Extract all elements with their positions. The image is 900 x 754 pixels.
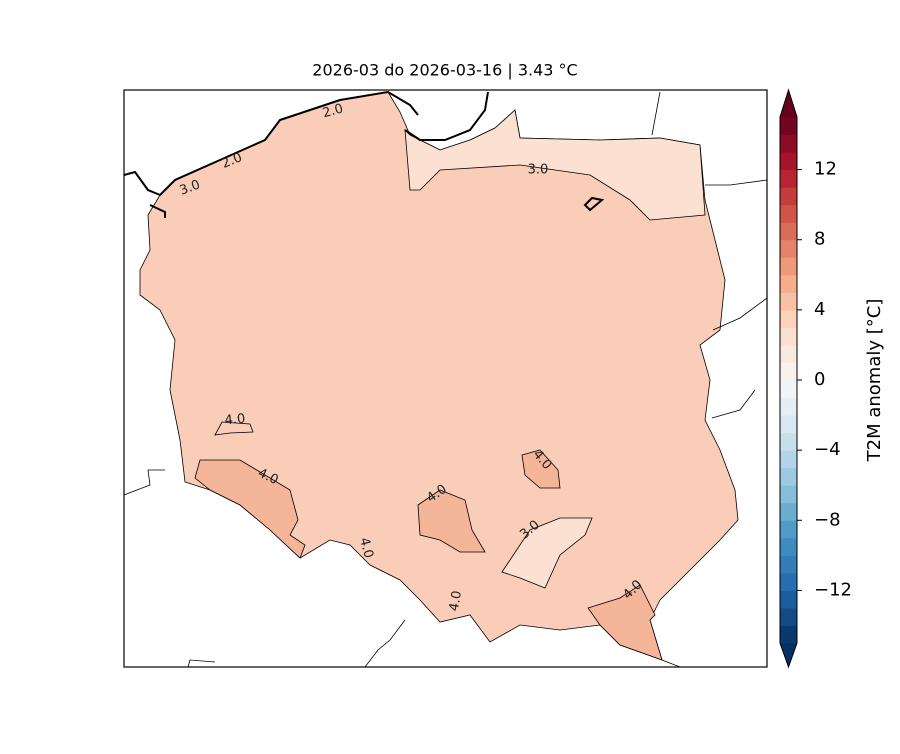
contour-4-c [417,489,486,553]
colorbar-band [780,485,797,504]
colorbar-tick-label: −4 [814,439,841,460]
border-lines [123,91,768,668]
colorbar-band [780,502,797,521]
contour-label: 2.0 [321,101,345,121]
colorbar-band [780,520,797,539]
colorbar-band [780,625,797,644]
colorbar-extend [780,90,797,117]
colorbar-band [780,555,797,574]
colorbar-tick-label: 0 [814,369,825,390]
colorbar-outline [779,88,798,669]
contour-label: 2.0 [220,150,245,172]
colorbar-band [780,117,797,136]
contour-4-e [521,449,561,489]
colorbar-band [780,204,797,223]
colorbar-label: T2M anomaly [°C] [864,299,885,463]
coastline [123,90,605,218]
contour-label: 3.0 [528,163,549,178]
colorbar-tick-label: 12 [814,159,837,180]
colorbar-band [780,257,797,276]
colorbar: −12 −8 −4 0 4 8 12 [779,88,852,669]
colorbar-band [780,572,797,591]
contour-2-3 [404,109,706,221]
colorbar-band [780,537,797,556]
contour-label: 4.0 [224,412,246,429]
contour-4-sw [194,459,306,559]
colorbar-band [780,309,797,328]
colorbar-band [780,362,797,381]
contour-label: 4.0 [447,590,465,613]
colorbar-band [780,380,797,399]
colorbar-band [780,327,797,346]
colorbar-extend [780,643,797,667]
map [123,90,768,668]
colorbar-band [780,397,797,416]
colorbar-band [780,292,797,311]
contour-label: 3.0 [178,177,203,198]
colorbar-tick-label: 8 [814,229,825,250]
colorbar-band [780,607,797,626]
contour-label: 4.0 [356,536,376,560]
map-frame [123,89,768,668]
colorbar-band [780,274,797,293]
contour-3-s [501,517,593,589]
colorbar-tick-label: −12 [814,579,852,600]
colorbar-tick-label: 4 [814,299,825,320]
colorbar-band [780,450,797,469]
colorbar-band [780,239,797,258]
colorbar-band [780,467,797,486]
contour-4-w [214,421,254,436]
colorbar-band [780,590,797,609]
colorbar-band [780,415,797,434]
chart-title: 2026-03 do 2026-03-16 | 3.43 °C [312,61,577,80]
colorbar-band [780,152,797,171]
colorbar-band [780,134,797,153]
colorbar-band [780,222,797,241]
colorbar-band [780,344,797,363]
colorbar-band [780,187,797,206]
contour-4-se [587,584,663,661]
colorbar-band [780,169,797,188]
colorbar-band [780,432,797,451]
colorbar-tick-label: −8 [814,509,841,530]
